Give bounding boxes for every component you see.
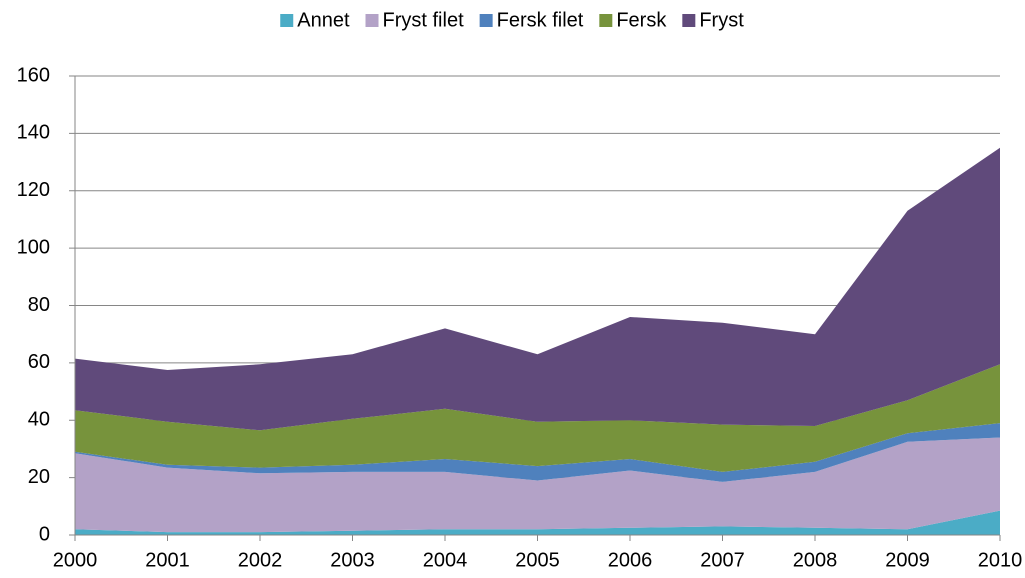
- x-tick-label: 2005: [515, 549, 560, 571]
- x-tick-label: 2006: [608, 549, 653, 571]
- legend-label: Annet: [297, 9, 350, 31]
- x-tick-label: 2004: [423, 549, 468, 571]
- area: [75, 510, 1000, 535]
- legend-label: Fryst filet: [383, 9, 465, 31]
- legend-swatch: [280, 14, 294, 27]
- legend-label: Fersk filet: [497, 9, 584, 31]
- y-tick-label: 100: [17, 236, 50, 258]
- x-tick-label: 2003: [330, 549, 375, 571]
- legend-swatch: [682, 14, 696, 27]
- y-tick-label: 120: [17, 179, 50, 201]
- x-tick-label: 2008: [793, 549, 838, 571]
- legend-label: Fryst: [699, 9, 744, 31]
- y-tick-label: 60: [28, 351, 50, 373]
- legend-label: Fersk: [616, 9, 667, 31]
- area: [75, 364, 1000, 472]
- area: [75, 423, 1000, 482]
- x-tick-label: 2010: [978, 549, 1023, 571]
- legend-swatch: [479, 14, 493, 27]
- area: [75, 437, 1000, 533]
- x-tick-label: 2000: [53, 549, 98, 571]
- y-tick-label: 80: [28, 294, 50, 316]
- x-tick-label: 2001: [145, 549, 190, 571]
- y-tick-label: 160: [17, 64, 50, 86]
- legend: Annet Fryst filet Fersk filet Fersk Fryst: [280, 9, 744, 31]
- area: [75, 147, 1000, 431]
- x-tick-label: 2009: [885, 549, 930, 571]
- areas: [75, 147, 1000, 535]
- legend-swatch: [599, 14, 613, 27]
- x-tick-label: 2007: [700, 549, 745, 571]
- x-tick-label: 2002: [238, 549, 283, 571]
- y-tick-label: 0: [39, 523, 50, 545]
- legend-swatch: [365, 14, 379, 27]
- axes: 0 20 40 60 80 100 120 140 160 2000 2001 2002 2003 200…: [17, 64, 1023, 571]
- y-tick-label: 40: [28, 409, 50, 431]
- y-tick-label: 20: [28, 466, 50, 488]
- y-tick-label: 140: [17, 122, 50, 144]
